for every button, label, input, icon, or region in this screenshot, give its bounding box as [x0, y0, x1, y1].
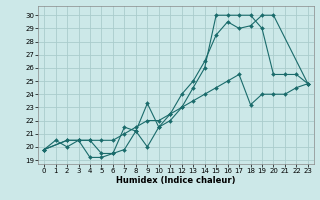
X-axis label: Humidex (Indice chaleur): Humidex (Indice chaleur): [116, 176, 236, 185]
